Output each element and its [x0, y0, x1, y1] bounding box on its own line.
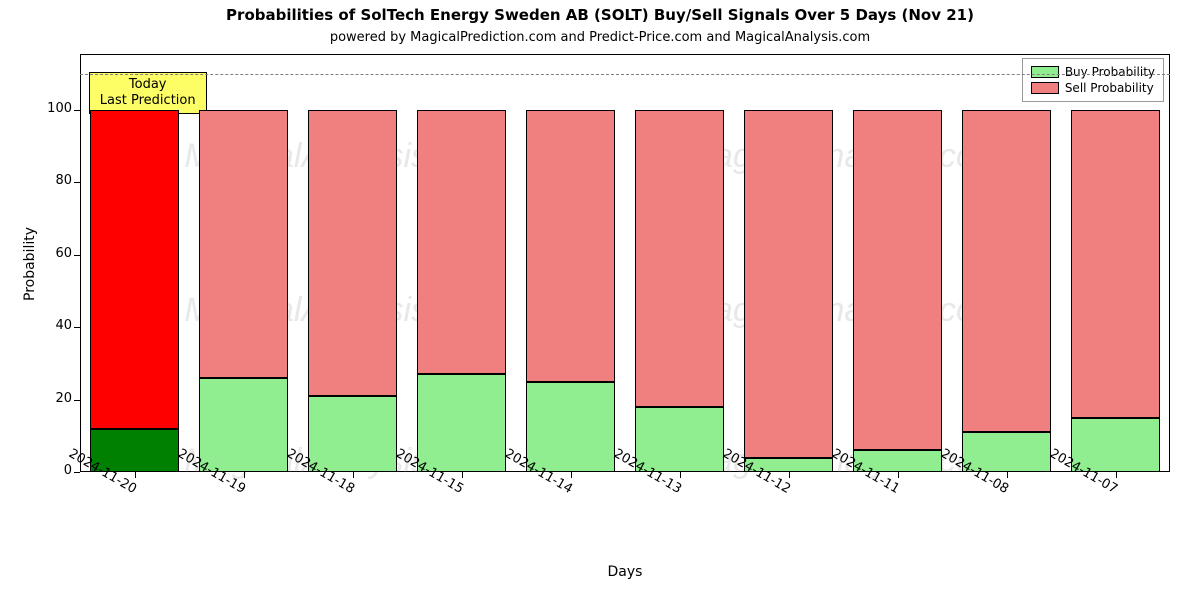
- bar-buy: [199, 378, 288, 472]
- bar-sell: [635, 110, 724, 407]
- y-tick-mark: [74, 472, 80, 473]
- x-tick-mark: [571, 472, 572, 478]
- y-tick-label: 80: [22, 173, 72, 188]
- bar-sell: [526, 110, 615, 381]
- legend-swatch-buy: [1031, 66, 1059, 78]
- y-axis-label: Probability: [22, 227, 38, 301]
- bar-buy: [417, 374, 506, 472]
- y-tick-label: 60: [22, 246, 72, 261]
- bar-sell: [199, 110, 288, 378]
- x-tick-mark: [462, 472, 463, 478]
- chart-title: Probabilities of SolTech Energy Sweden A…: [0, 6, 1200, 24]
- legend-label-sell: Sell Probability: [1065, 81, 1154, 95]
- x-tick-mark: [1007, 472, 1008, 478]
- y-tick-mark: [74, 182, 80, 183]
- today-annotation-line2: Last Prediction: [100, 93, 196, 109]
- y-tick-label: 40: [22, 318, 72, 333]
- y-tick-label: 0: [22, 463, 72, 478]
- bar-sell: [417, 110, 506, 374]
- today-annotation-line1: Today: [100, 77, 196, 93]
- x-tick-mark: [680, 472, 681, 478]
- bar-sell: [90, 110, 179, 428]
- legend: Buy Probability Sell Probability: [1022, 58, 1164, 102]
- legend-swatch-sell: [1031, 82, 1059, 94]
- x-tick-mark: [353, 472, 354, 478]
- bar-buy: [308, 396, 397, 472]
- bar-sell: [744, 110, 833, 457]
- x-tick-mark: [789, 472, 790, 478]
- x-axis-label: Days: [80, 564, 1170, 580]
- y-tick-label: 100: [22, 101, 72, 116]
- legend-item-buy: Buy Probability: [1031, 65, 1155, 79]
- y-tick-label: 20: [22, 391, 72, 406]
- y-tick-mark: [74, 400, 80, 401]
- x-tick-mark: [898, 472, 899, 478]
- chart-container: Probabilities of SolTech Energy Sweden A…: [0, 0, 1200, 600]
- legend-item-sell: Sell Probability: [1031, 81, 1155, 95]
- bar-buy: [526, 382, 615, 472]
- reference-dashed-line: [80, 74, 1170, 75]
- x-tick-mark: [135, 472, 136, 478]
- bar-sell: [962, 110, 1051, 432]
- x-tick-mark: [1116, 472, 1117, 478]
- legend-label-buy: Buy Probability: [1065, 65, 1155, 79]
- y-tick-mark: [74, 110, 80, 111]
- x-tick-mark: [244, 472, 245, 478]
- chart-subtitle: powered by MagicalPrediction.com and Pre…: [0, 30, 1200, 45]
- y-tick-mark: [74, 327, 80, 328]
- bar-sell: [308, 110, 397, 396]
- y-tick-mark: [74, 255, 80, 256]
- bar-sell: [1071, 110, 1160, 418]
- bar-sell: [853, 110, 942, 450]
- today-annotation: Today Last Prediction: [89, 72, 207, 115]
